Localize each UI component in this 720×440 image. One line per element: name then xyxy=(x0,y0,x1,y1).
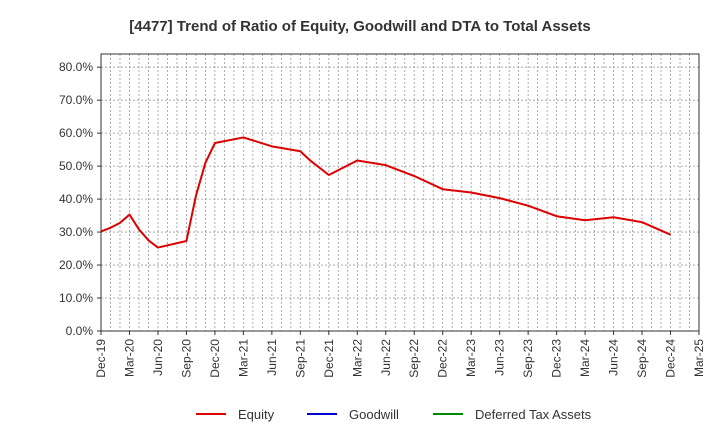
y-axis-ticks: 0.0% 10.0% 20.0% 30.0% 40.0% 50.0% 60.0% 70.0% 8… xyxy=(59,60,101,338)
chart-title: [4477] Trend of Ratio of Equity, Goodwil… xyxy=(129,18,590,35)
y-tick-label: 0.0% xyxy=(66,324,94,338)
y-tick-label: 80.0% xyxy=(59,60,93,74)
x-tick-label: Mar-24 xyxy=(578,339,592,377)
y-tick-label: 70.0% xyxy=(59,93,93,107)
legend-goodwill-label: Goodwill xyxy=(349,407,399,422)
x-tick-label: Dec-23 xyxy=(550,339,564,378)
x-tick-label: Dec-20 xyxy=(208,339,222,378)
x-tick-label: Dec-22 xyxy=(436,339,450,378)
x-tick-label: Dec-19 xyxy=(94,339,108,378)
x-tick-label: Jun-21 xyxy=(265,339,279,376)
x-tick-label: Sep-20 xyxy=(179,339,193,378)
y-tick-label: 50.0% xyxy=(59,159,93,173)
y-tick-label: 30.0% xyxy=(59,225,93,239)
y-tick-label: 60.0% xyxy=(59,126,93,140)
x-tick-label: Sep-24 xyxy=(635,339,649,378)
y-tick-label: 20.0% xyxy=(59,258,93,272)
plot-area-frame xyxy=(100,53,700,332)
x-tick-label: Mar-20 xyxy=(122,339,136,377)
x-tick-label: Mar-23 xyxy=(464,339,478,377)
x-tick-label: Jun-23 xyxy=(493,339,507,376)
legend-dta-label: Deferred Tax Assets xyxy=(475,407,592,422)
y-tick-label: 10.0% xyxy=(59,291,93,305)
x-tick-label: Jun-20 xyxy=(151,339,165,376)
x-axis-ticks: Dec-19 Mar-20 Jun-20 Sep-20 Dec-20 Mar-21 Jun-… xyxy=(94,331,706,378)
y-tick-label: 40.0% xyxy=(59,192,93,206)
legend: Equity Goodwill Deferred Tax Assets xyxy=(196,407,592,422)
x-tick-label: Sep-21 xyxy=(293,339,307,378)
x-tick-label: Dec-24 xyxy=(664,339,678,378)
x-tick-label: Jun-24 xyxy=(607,339,621,376)
x-tick-label: Mar-25 xyxy=(692,339,706,377)
x-tick-label: Jun-22 xyxy=(379,339,393,376)
series-line-equity xyxy=(100,136,671,249)
series-layer xyxy=(100,136,671,249)
grid-layer xyxy=(101,54,699,332)
x-tick-label: Sep-23 xyxy=(521,339,535,378)
x-tick-label: Mar-22 xyxy=(350,339,364,377)
x-tick-label: Mar-21 xyxy=(236,339,250,377)
x-tick-label: Sep-22 xyxy=(407,339,421,378)
x-tick-label: Dec-21 xyxy=(322,339,336,378)
legend-equity-label: Equity xyxy=(238,407,275,422)
